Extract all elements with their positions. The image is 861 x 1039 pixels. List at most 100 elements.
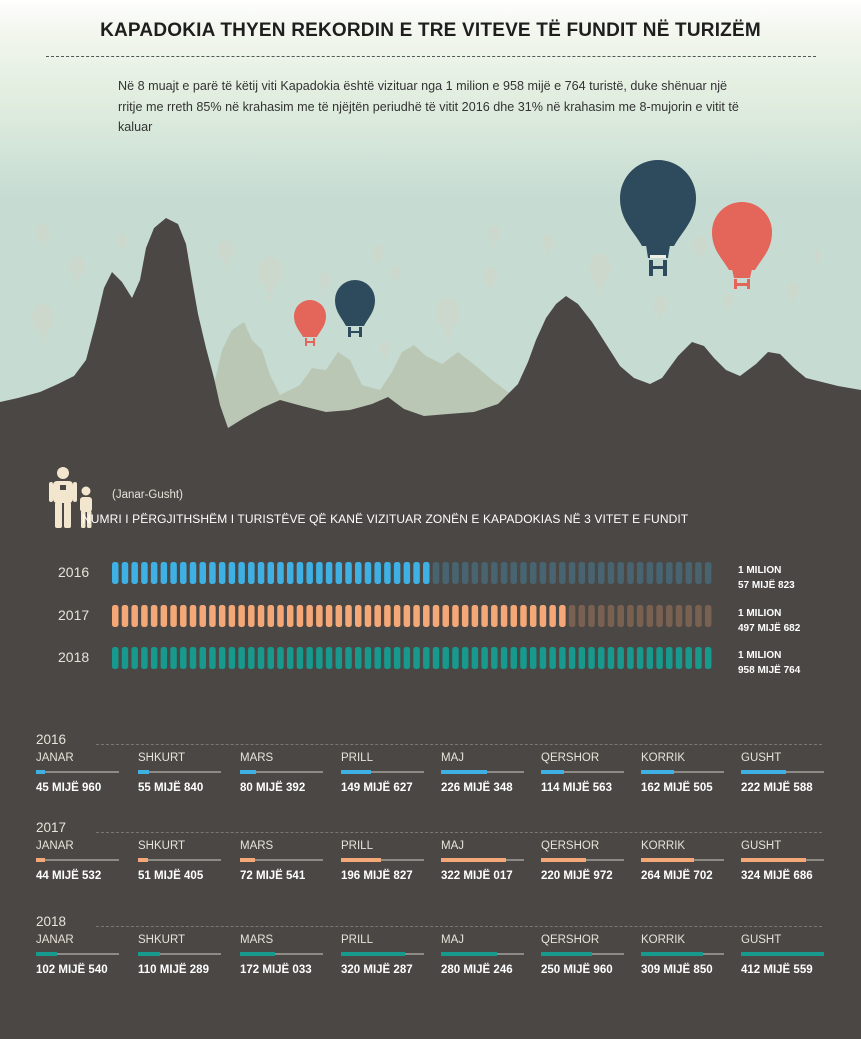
month-bar-track bbox=[441, 952, 524, 956]
month-value-label: 44 MIJË 532 bbox=[36, 870, 102, 882]
bar-segment-filled bbox=[296, 605, 304, 627]
intro-paragraph: Në 8 muajt e parë të këtij viti Kapadoki… bbox=[118, 79, 739, 134]
bar-segment-filled bbox=[646, 647, 654, 669]
bar-segment-empty bbox=[588, 605, 595, 627]
bar-segment-empty bbox=[529, 562, 537, 584]
bar-segment-empty bbox=[607, 605, 615, 627]
month-name: PRILL bbox=[341, 934, 373, 946]
bar-segment-filled bbox=[471, 605, 479, 627]
month-bar-fill bbox=[541, 770, 564, 774]
total-value-line: 958 MIJË 764 bbox=[738, 665, 801, 676]
month-bar-fill bbox=[36, 952, 57, 956]
month-bar-fill bbox=[240, 858, 255, 862]
month-bar-track bbox=[641, 952, 724, 956]
totals-chart-title: NUMRI I PËRGJITHSHËM I TURISTËVE QË KANË… bbox=[82, 512, 689, 526]
month-name: PRILL bbox=[341, 752, 373, 764]
bar-segment-filled bbox=[121, 562, 129, 584]
bar-segment-filled bbox=[588, 647, 595, 669]
month-bar-fill bbox=[441, 952, 498, 956]
bar-segment-filled bbox=[539, 605, 547, 627]
bar-segment-empty bbox=[442, 562, 449, 584]
month-bar-track bbox=[240, 770, 323, 774]
bar-segment-filled bbox=[325, 562, 333, 584]
bar-segment-filled bbox=[248, 562, 255, 584]
bar-segment-empty bbox=[627, 562, 634, 584]
total-bar bbox=[112, 562, 712, 584]
bar-segment-filled bbox=[316, 562, 323, 584]
month-value-label: 51 MIJË 405 bbox=[138, 870, 204, 882]
bar-segment-filled bbox=[180, 562, 187, 584]
bar-segment-filled bbox=[209, 647, 216, 669]
bar-segment-filled bbox=[345, 562, 352, 584]
month-value-label: 412 MIJË 559 bbox=[741, 964, 813, 976]
month-bar-track bbox=[341, 770, 424, 774]
bar-segment-filled bbox=[316, 647, 323, 669]
bar-segment-filled bbox=[218, 562, 226, 584]
month-name: KORRIK bbox=[641, 840, 686, 852]
bar-segment-empty bbox=[598, 562, 605, 584]
month-value-label: 322 MIJË 017 bbox=[441, 870, 513, 882]
month-bar-track bbox=[441, 770, 524, 774]
month-bar-track bbox=[541, 770, 624, 774]
bar-segment-filled bbox=[393, 647, 401, 669]
bar-segment-filled bbox=[695, 647, 702, 669]
bar-segment-empty bbox=[695, 605, 702, 627]
bar-segment-filled bbox=[355, 647, 362, 669]
month-name: JANAR bbox=[36, 934, 74, 946]
bar-segment-empty bbox=[607, 562, 615, 584]
bar-segment-filled bbox=[238, 605, 245, 627]
total-value-line: 57 MIJË 823 bbox=[738, 580, 795, 591]
month-name: MAJ bbox=[441, 840, 464, 852]
month-bar-track bbox=[138, 770, 221, 774]
month-bar-track bbox=[138, 952, 221, 956]
total-value-line: 1 MILION bbox=[738, 565, 782, 576]
bar-segment-filled bbox=[228, 605, 236, 627]
bar-segment-filled bbox=[364, 647, 372, 669]
bar-segment-empty bbox=[471, 562, 479, 584]
month-value-label: 149 MIJË 627 bbox=[341, 782, 413, 794]
bar-segment-filled bbox=[364, 562, 372, 584]
bar-segment-filled bbox=[228, 562, 236, 584]
bar-segment-filled bbox=[393, 605, 401, 627]
month-bar-track bbox=[441, 858, 524, 862]
month-name: QERSHOR bbox=[541, 752, 600, 764]
bar-segment-filled bbox=[413, 605, 420, 627]
bar-segment-filled bbox=[384, 647, 391, 669]
bar-segment-filled bbox=[364, 605, 372, 627]
bar-segment-filled bbox=[355, 562, 362, 584]
bar-segment-filled bbox=[199, 605, 206, 627]
bar-segment-empty bbox=[568, 562, 576, 584]
bar-segment-empty bbox=[520, 562, 527, 584]
bar-segment-filled bbox=[549, 605, 556, 627]
bar-segment-empty bbox=[617, 605, 624, 627]
bar-segment-filled bbox=[520, 647, 527, 669]
month-value-label: 45 MIJË 960 bbox=[36, 782, 102, 794]
hot-air-balloon-icon bbox=[294, 300, 326, 346]
bar-segment-filled bbox=[248, 605, 255, 627]
bar-segment-filled bbox=[500, 605, 508, 627]
bar-segment-filled bbox=[461, 647, 469, 669]
bar-segment-filled bbox=[160, 605, 168, 627]
month-name: QERSHOR bbox=[541, 934, 600, 946]
bar-segment-filled bbox=[248, 647, 255, 669]
section-divider bbox=[96, 832, 822, 833]
bar-segment-filled bbox=[296, 647, 304, 669]
bar-segment-filled bbox=[306, 562, 313, 584]
month-bar-fill bbox=[138, 858, 149, 862]
month-bar-track bbox=[341, 952, 424, 956]
bar-segment-filled bbox=[442, 605, 449, 627]
bar-segment-filled bbox=[199, 562, 206, 584]
bar-segment-empty bbox=[568, 605, 576, 627]
month-bar-track bbox=[240, 858, 323, 862]
month-bar-fill bbox=[138, 770, 150, 774]
bar-segment-empty bbox=[559, 562, 566, 584]
month-bar-fill bbox=[741, 858, 807, 862]
bar-segment-filled bbox=[180, 605, 187, 627]
bar-segment-empty bbox=[666, 562, 673, 584]
bar-segment-filled bbox=[666, 647, 673, 669]
month-name: PRILL bbox=[341, 840, 373, 852]
month-value-label: 80 MIJË 392 bbox=[240, 782, 306, 794]
bar-segment-empty bbox=[646, 605, 654, 627]
bar-segment-filled bbox=[257, 647, 265, 669]
month-bar-track bbox=[541, 952, 624, 956]
